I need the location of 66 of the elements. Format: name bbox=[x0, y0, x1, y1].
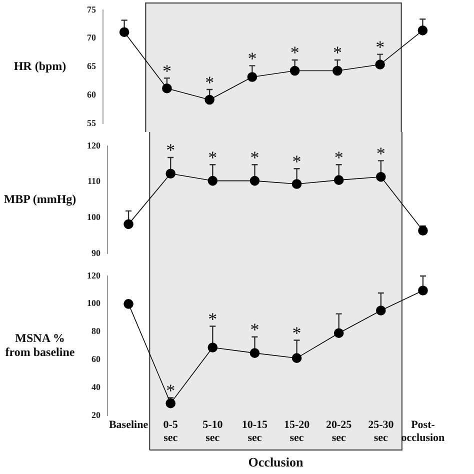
y-tick-label: 65 bbox=[87, 61, 96, 72]
point bbox=[334, 175, 344, 185]
y-tick-label: 120 bbox=[87, 140, 101, 150]
annotation: * bbox=[334, 147, 344, 168]
annotation: * bbox=[208, 147, 218, 168]
y-tick-label: 110 bbox=[87, 176, 101, 186]
annotation: * bbox=[376, 143, 386, 164]
point bbox=[204, 94, 214, 105]
point bbox=[250, 348, 260, 358]
point bbox=[334, 328, 344, 338]
annotation: * bbox=[292, 322, 302, 343]
point bbox=[376, 306, 386, 316]
point bbox=[375, 60, 385, 70]
annotation: * bbox=[248, 48, 257, 68]
x-tick-label: 5-10 sec bbox=[202, 419, 224, 444]
point bbox=[119, 27, 130, 38]
point bbox=[162, 83, 172, 94]
annotation: * bbox=[290, 42, 300, 63]
point bbox=[250, 176, 260, 186]
x-tick-label: 20-25 sec bbox=[326, 419, 352, 444]
y-tick-label: 40 bbox=[92, 382, 101, 392]
annotation: * bbox=[376, 37, 385, 58]
annotation: * bbox=[205, 72, 214, 92]
point bbox=[124, 219, 134, 230]
point bbox=[208, 176, 218, 186]
point bbox=[166, 168, 176, 179]
annotation: * bbox=[250, 320, 260, 340]
x-tick-label: 15-20 sec bbox=[284, 419, 310, 444]
y-axis-title: MSNA % from baseline bbox=[5, 330, 76, 359]
y-tick-label: 90 bbox=[92, 248, 101, 258]
x-tick-label: 25-30 sec bbox=[368, 419, 394, 444]
annotation: * bbox=[250, 147, 260, 168]
point bbox=[290, 66, 300, 76]
x-tick-label: 0-5 sec bbox=[163, 419, 178, 444]
y-tick-label: 70 bbox=[87, 32, 96, 43]
point bbox=[332, 66, 342, 76]
y-tick-label: 100 bbox=[87, 212, 101, 222]
annotation: * bbox=[162, 60, 172, 81]
point bbox=[418, 226, 428, 236]
y-tick-label: 55 bbox=[87, 118, 96, 128]
y-tick-label: 60 bbox=[92, 354, 101, 364]
y-tick-label: 80 bbox=[92, 326, 101, 336]
x-tick-label: 10-15 sec bbox=[242, 419, 268, 444]
y-tick-label: 120 bbox=[87, 270, 101, 280]
annotation: * bbox=[166, 380, 176, 400]
point bbox=[247, 72, 258, 82]
y-tick-label: 60 bbox=[87, 90, 96, 100]
point bbox=[418, 26, 428, 36]
annotation: * bbox=[332, 42, 342, 63]
y-tick-label: 20 bbox=[92, 410, 101, 420]
point bbox=[124, 299, 134, 309]
annotation: * bbox=[166, 140, 176, 160]
point bbox=[166, 398, 176, 408]
y-axis-title: MBP (mmHg) bbox=[4, 192, 76, 206]
point bbox=[376, 172, 386, 182]
x-tick-label: Baseline bbox=[108, 419, 148, 432]
point bbox=[418, 286, 428, 296]
point bbox=[292, 179, 302, 189]
annotation: * bbox=[208, 308, 218, 329]
y-tick-label: 75 bbox=[87, 4, 96, 14]
point bbox=[292, 353, 302, 363]
annotation: * bbox=[292, 151, 302, 172]
point bbox=[208, 342, 218, 352]
y-axis-title: HR (bpm) bbox=[14, 58, 66, 73]
band-label: Occlusion bbox=[248, 454, 304, 470]
y-tick-label: 100 bbox=[87, 298, 101, 308]
